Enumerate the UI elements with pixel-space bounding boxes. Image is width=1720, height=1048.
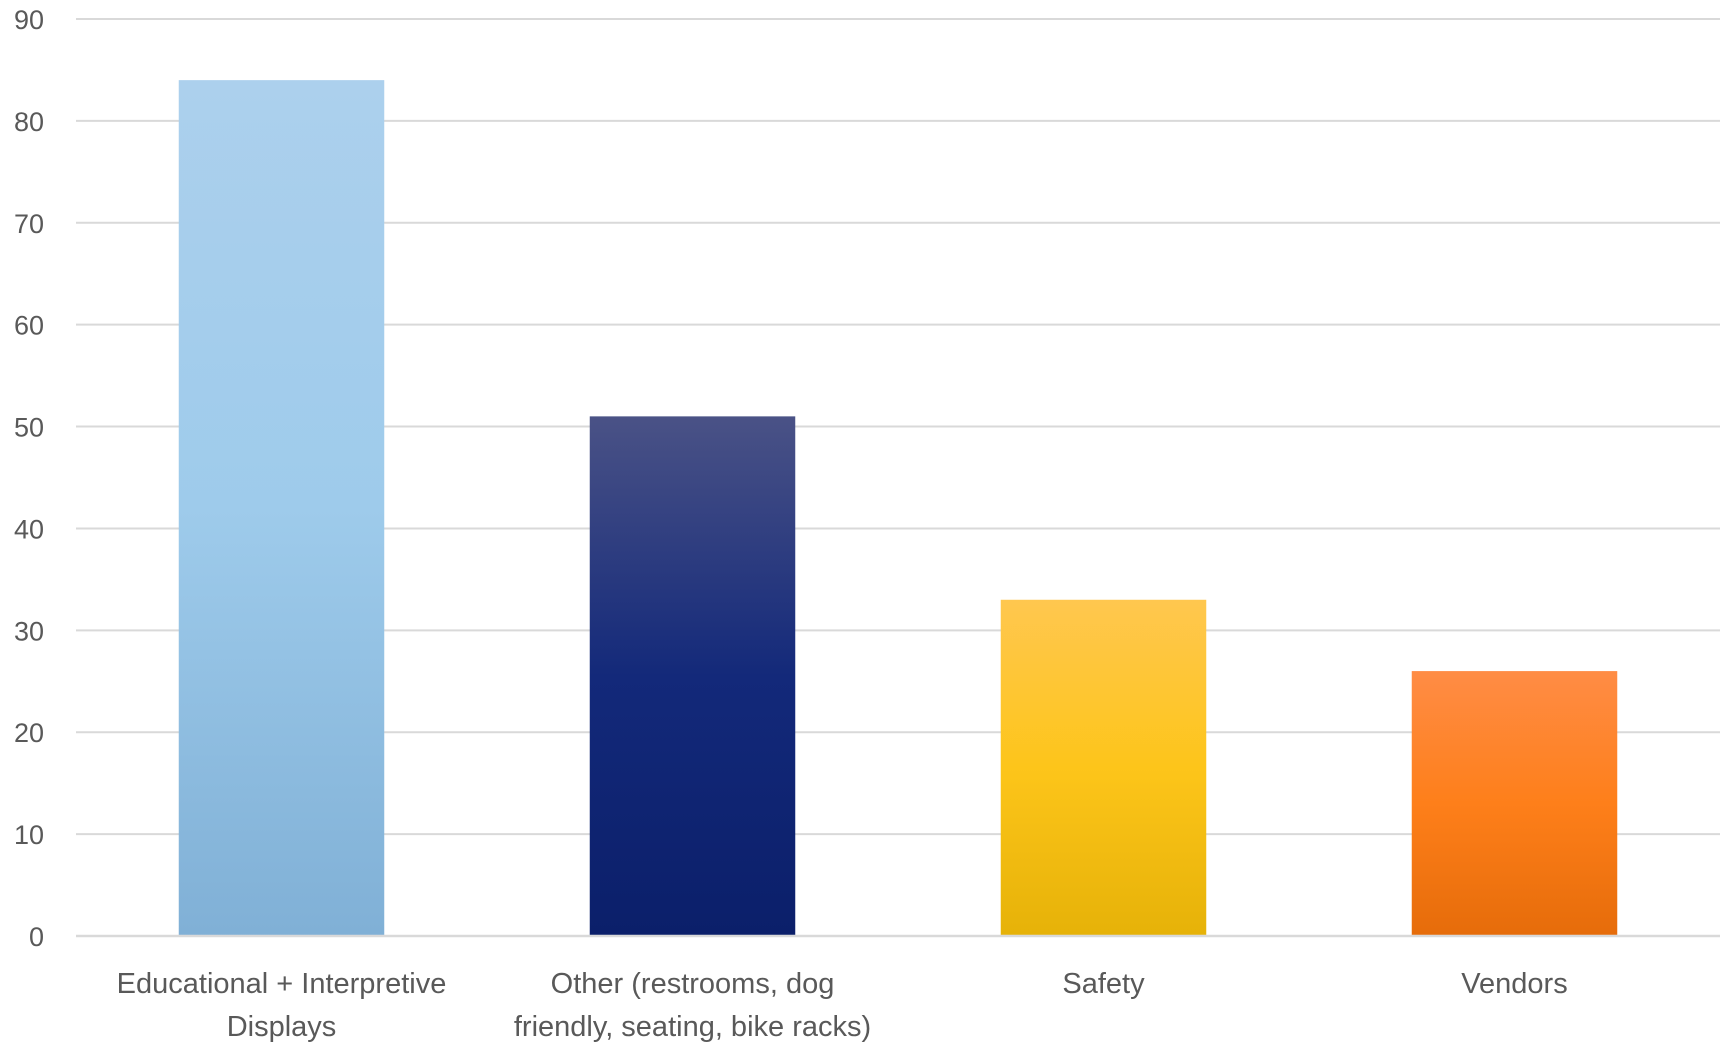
x-category-label: Educational + Interpretive [117, 968, 447, 1000]
y-tick-label: 10 [14, 820, 44, 850]
bar [1411, 671, 1618, 936]
x-category-label: Vendors [1461, 968, 1567, 1000]
bar [1000, 599, 1207, 936]
y-axis-ticks: 0 10 20 30 40 50 60 70 80 90 [14, 5, 44, 952]
bar [178, 80, 385, 937]
x-category-label: Other (restrooms, dog [551, 968, 835, 1000]
y-tick-label: 90 [14, 5, 44, 35]
x-axis-labels: Educational + Interpretive Displays Other … [117, 968, 1568, 1043]
y-tick-label: 20 [14, 718, 44, 748]
y-tick-label: 50 [14, 413, 44, 443]
y-tick-label: 40 [14, 514, 44, 544]
y-tick-label: 0 [29, 922, 44, 952]
x-category-label: friendly, seating, bike racks) [514, 1011, 871, 1043]
bar [589, 416, 796, 936]
x-category-label: Displays [227, 1011, 337, 1043]
y-tick-label: 70 [14, 209, 44, 239]
bars [178, 80, 1618, 937]
y-tick-label: 60 [14, 311, 44, 341]
y-tick-label: 80 [14, 107, 44, 137]
y-tick-label: 30 [14, 616, 44, 646]
x-category-label: Safety [1062, 968, 1145, 1000]
